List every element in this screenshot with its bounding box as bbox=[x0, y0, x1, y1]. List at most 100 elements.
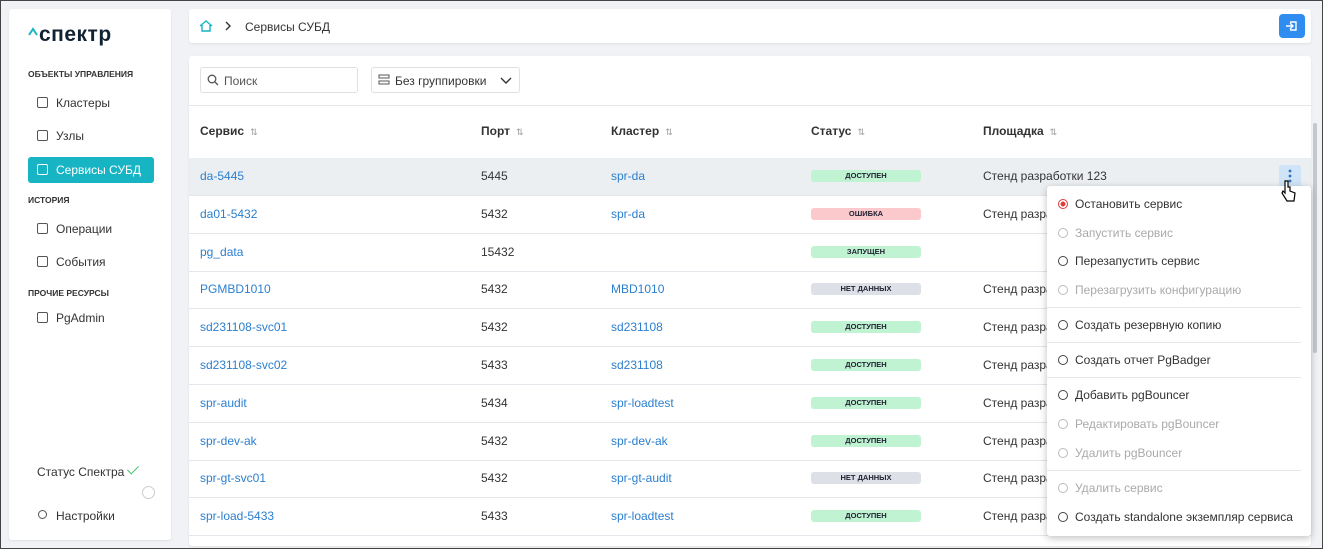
cluster-link[interactable]: sd231108 bbox=[611, 358, 663, 372]
scrollbar[interactable] bbox=[1313, 123, 1317, 353]
home-icon[interactable] bbox=[198, 19, 214, 33]
grouping-select[interactable] bbox=[371, 67, 520, 93]
status-badge: ДОСТУПЕН bbox=[811, 359, 921, 371]
settings[interactable]: Настройки bbox=[56, 509, 115, 523]
menu-icon bbox=[1058, 512, 1068, 522]
menu-item: Удалить сервис bbox=[1075, 481, 1163, 495]
status-badge: ДОСТУПЕН bbox=[811, 510, 921, 523]
menu-icon bbox=[1058, 419, 1068, 429]
cluster-link[interactable]: spr-da bbox=[611, 206, 646, 221]
status-badge: ЗАПУЩЕН bbox=[811, 245, 921, 258]
nav-item[interactable]: События bbox=[56, 255, 106, 269]
service-link[interactable]: spr-dev-ak bbox=[200, 433, 257, 448]
service-link[interactable]: spr-audit bbox=[200, 395, 247, 410]
section-title: ИСТОРИЯ bbox=[28, 195, 70, 205]
menu-item[interactable]: Остановить сервис bbox=[1075, 197, 1183, 211]
nav-item[interactable]: Кластеры bbox=[56, 96, 110, 110]
column-header[interactable]: Кластер ⇅ bbox=[611, 124, 673, 138]
header-divider bbox=[189, 105, 1311, 106]
sort-icon[interactable]: ⇅ bbox=[665, 127, 673, 137]
sidebar bbox=[9, 9, 171, 540]
menu-divider bbox=[1047, 377, 1301, 378]
port: 5432 bbox=[481, 471, 508, 486]
menu-item[interactable]: Добавить pgBouncer bbox=[1075, 388, 1190, 402]
column-header[interactable]: Сервис ⇅ bbox=[200, 124, 258, 138]
nav-icon bbox=[37, 97, 48, 108]
search-placeholder: Поиск bbox=[224, 74, 258, 88]
service-link[interactable]: da-5445 bbox=[200, 169, 245, 183]
cluster-link[interactable]: spr-dev-ak bbox=[611, 433, 668, 448]
cluster-link[interactable]: spr-loadtest bbox=[611, 509, 674, 524]
service-link[interactable]: da01-5432 bbox=[200, 206, 258, 221]
collapse-button[interactable] bbox=[142, 486, 155, 499]
cursor bbox=[1281, 179, 1297, 205]
search-input[interactable] bbox=[200, 67, 358, 93]
menu-item[interactable]: Создать отчет PgBadger bbox=[1075, 353, 1211, 367]
row-divider bbox=[189, 459, 1311, 461]
breadcrumb-current: Сервисы СУБД bbox=[245, 20, 330, 34]
menu-item[interactable]: Создать standalone экземпляр сервиса bbox=[1075, 510, 1293, 524]
logout-button[interactable] bbox=[1279, 14, 1305, 38]
service-link[interactable]: sd231108-svc01 bbox=[200, 320, 288, 335]
menu-icon bbox=[1058, 256, 1068, 266]
sort-icon[interactable]: ⇅ bbox=[1049, 127, 1058, 137]
nav-item[interactable]: PgAdmin bbox=[56, 311, 105, 325]
status-badge: НЕТ ДАННЫХ bbox=[811, 283, 921, 296]
nav-item[interactable]: Операции bbox=[56, 222, 113, 236]
port: 5433 bbox=[481, 358, 508, 372]
context-menu bbox=[1047, 186, 1311, 536]
nav-item[interactable]: Узлы bbox=[56, 129, 84, 143]
status-badge: ДОСТУПЕН bbox=[811, 321, 921, 334]
status-badge: ОШИБКА bbox=[811, 207, 921, 220]
service-link[interactable]: spr-load-5433 bbox=[200, 509, 275, 524]
port: 5433 bbox=[481, 509, 508, 524]
menu-icon bbox=[1058, 448, 1068, 458]
column-header[interactable]: Статус ⇅ bbox=[811, 124, 865, 138]
cluster-link[interactable]: spr-da bbox=[611, 169, 646, 183]
menu-item: Запустить сервис bbox=[1075, 226, 1173, 240]
nav-icon bbox=[37, 130, 48, 141]
menu-icon bbox=[1058, 285, 1068, 295]
section-title: ОБЪЕКТЫ УПРАВЛЕНИЯ bbox=[28, 69, 134, 79]
menu-item[interactable]: Создать резервную копию bbox=[1075, 318, 1222, 332]
row-divider bbox=[189, 195, 1311, 196]
cluster-link[interactable]: sd231108 bbox=[611, 320, 663, 335]
menu-icon bbox=[1058, 199, 1068, 209]
menu-item[interactable]: Перезапустить сервис bbox=[1075, 254, 1200, 268]
settings-icon bbox=[38, 510, 47, 519]
row-divider bbox=[189, 232, 1311, 234]
port: 5434 bbox=[481, 395, 508, 410]
row-divider bbox=[189, 421, 1311, 423]
sort-icon[interactable]: ⇅ bbox=[250, 127, 258, 137]
menu-item: Перезагрузить конфигурацию bbox=[1075, 283, 1242, 297]
logo: спектр bbox=[39, 23, 112, 46]
menu-divider bbox=[1047, 342, 1301, 343]
sort-icon[interactable]: ⇅ bbox=[857, 127, 865, 137]
nav-icon bbox=[37, 256, 48, 267]
service-link[interactable]: PGMBD1010 bbox=[200, 282, 271, 297]
column-header[interactable]: Порт ⇅ bbox=[481, 124, 524, 138]
nav-icon bbox=[37, 164, 48, 175]
service-link[interactable]: spr-gt-svc01 bbox=[200, 471, 267, 486]
menu-icon bbox=[1058, 320, 1068, 330]
menu-item: Удалить pgBouncer bbox=[1075, 446, 1183, 460]
grouping-label[interactable]: Без группировки bbox=[395, 74, 487, 88]
menu-item: Редактировать pgBouncer bbox=[1075, 417, 1220, 431]
menu-icon bbox=[1058, 228, 1068, 238]
sort-icon[interactable]: ⇅ bbox=[516, 127, 524, 137]
status-badge: ДОСТУПЕН bbox=[811, 396, 921, 409]
status-badge: НЕТ ДАННЫХ bbox=[811, 472, 921, 485]
status: Статус Спектра bbox=[37, 465, 125, 479]
column-header[interactable]: Площадка ⇅ bbox=[983, 124, 1058, 138]
service-link[interactable]: pg_data bbox=[200, 244, 244, 259]
menu-icon bbox=[1058, 355, 1068, 365]
cluster-link[interactable]: MBD1010 bbox=[611, 282, 665, 297]
site: Стенд разработки 123 bbox=[983, 169, 1107, 183]
service-link[interactable]: sd231108-svc02 bbox=[200, 358, 288, 372]
menu-divider bbox=[1047, 307, 1301, 308]
menu-icon bbox=[1058, 483, 1068, 493]
cluster-link[interactable]: spr-gt-audit bbox=[611, 471, 672, 486]
row-divider bbox=[189, 497, 1311, 499]
cluster-link[interactable]: spr-loadtest bbox=[611, 395, 674, 410]
nav-item[interactable]: Сервисы СУБД bbox=[56, 163, 141, 177]
